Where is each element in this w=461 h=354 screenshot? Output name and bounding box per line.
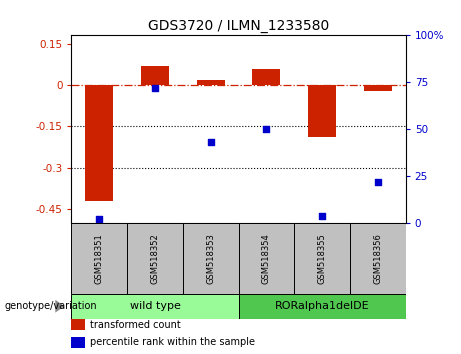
Text: GSM518356: GSM518356 bbox=[373, 233, 382, 284]
Point bbox=[374, 179, 382, 184]
Point bbox=[95, 216, 103, 222]
Point bbox=[151, 85, 159, 91]
Bar bbox=[294, 223, 350, 294]
Bar bbox=[197, 80, 225, 85]
Bar bbox=[85, 85, 113, 201]
Bar bbox=[364, 85, 392, 91]
Text: genotype/variation: genotype/variation bbox=[5, 301, 97, 311]
Text: RORalpha1delDE: RORalpha1delDE bbox=[275, 301, 369, 311]
Point bbox=[207, 139, 214, 145]
Text: GSM518355: GSM518355 bbox=[318, 233, 327, 284]
Bar bbox=[238, 223, 294, 294]
Bar bbox=[71, 294, 239, 319]
Text: wild type: wild type bbox=[130, 301, 180, 311]
Text: GSM518351: GSM518351 bbox=[95, 233, 104, 284]
Bar bbox=[308, 85, 336, 137]
Point bbox=[263, 126, 270, 132]
Text: GSM518354: GSM518354 bbox=[262, 233, 271, 284]
Bar bbox=[253, 69, 280, 85]
Bar bbox=[141, 66, 169, 85]
Bar bbox=[183, 223, 238, 294]
Text: GSM518352: GSM518352 bbox=[150, 233, 160, 284]
Text: transformed count: transformed count bbox=[90, 320, 181, 330]
Text: GSM518353: GSM518353 bbox=[206, 233, 215, 284]
Bar bbox=[127, 223, 183, 294]
Point bbox=[319, 213, 326, 218]
Bar bbox=[71, 319, 85, 330]
Bar bbox=[71, 337, 85, 348]
Bar bbox=[238, 294, 406, 319]
Polygon shape bbox=[55, 300, 65, 313]
Bar bbox=[350, 223, 406, 294]
Text: percentile rank within the sample: percentile rank within the sample bbox=[90, 337, 255, 347]
Title: GDS3720 / ILMN_1233580: GDS3720 / ILMN_1233580 bbox=[148, 19, 329, 33]
Bar bbox=[71, 223, 127, 294]
